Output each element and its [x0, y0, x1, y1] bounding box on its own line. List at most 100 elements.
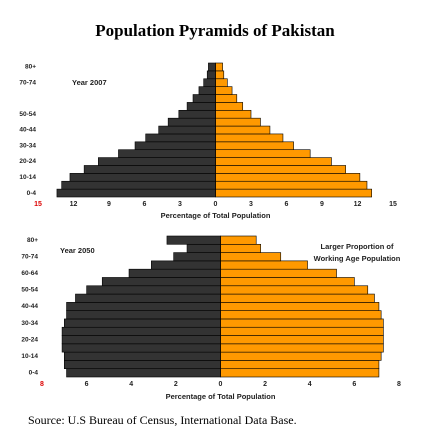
y-tick-label: 50-54: [21, 287, 38, 294]
y-tick-label: 80+: [27, 237, 38, 244]
x-tick-label: 8: [397, 381, 401, 388]
bar: [151, 260, 221, 270]
x-tick-label: 9: [107, 201, 111, 208]
bar: [215, 62, 223, 72]
y-tick-label: 30-34: [19, 142, 36, 149]
x-tick-label: 2: [263, 381, 267, 388]
bar: [215, 94, 238, 103]
bar: [186, 243, 221, 253]
bar: [134, 141, 216, 151]
bar: [66, 302, 221, 311]
bar: [220, 293, 375, 303]
y-tick-label: 60-64: [21, 270, 38, 277]
bar: [220, 285, 369, 295]
bar: [220, 318, 384, 328]
bar: [215, 86, 233, 95]
bar: [61, 326, 221, 336]
y-tick-label: 10-14: [19, 174, 36, 181]
x-axis-label: Percentage of Total Population: [166, 392, 276, 401]
bar: [86, 285, 221, 295]
x-tick-label: 3: [178, 201, 182, 208]
x-tick-label: 0: [214, 201, 218, 208]
bar: [203, 78, 216, 87]
year-label: Year 2050: [60, 246, 95, 255]
bar: [145, 133, 216, 143]
y-tick-label: 30-34: [21, 320, 38, 327]
bar: [215, 117, 261, 127]
bar: [208, 62, 216, 72]
bar: [220, 343, 384, 353]
bar: [215, 157, 332, 166]
bar: [192, 94, 216, 103]
bar: [66, 310, 221, 320]
bar: [220, 260, 308, 270]
bar: [206, 70, 216, 80]
bar: [215, 102, 244, 111]
x-tick-label: 8: [40, 381, 44, 388]
bar: [64, 351, 221, 361]
x-axis-label: Percentage of Total Population: [161, 211, 271, 220]
bar: [215, 188, 372, 198]
page-title: Population Pyramids of Pakistan: [95, 21, 335, 40]
bar: [215, 133, 284, 143]
x-tick-label: 6: [352, 381, 356, 388]
y-tick-label: 20-24: [19, 158, 36, 165]
bar: [220, 268, 337, 278]
bar: [64, 360, 221, 370]
bar: [215, 141, 294, 151]
bar: [118, 149, 216, 158]
y-tick-label: 70-74: [21, 253, 38, 260]
bar: [173, 252, 221, 262]
year-label: Year 2007: [72, 78, 107, 87]
bar: [220, 335, 384, 345]
bar: [220, 243, 261, 253]
bar: [178, 109, 216, 119]
bar: [66, 368, 221, 378]
x-tick-label: 12: [354, 201, 362, 208]
bar: [98, 157, 216, 166]
bar: [220, 252, 282, 262]
bar: [215, 109, 252, 119]
x-tick-label: 0: [219, 381, 223, 388]
bar: [61, 343, 221, 353]
bar: [215, 165, 346, 174]
y-tick-label: 0-4: [27, 190, 37, 197]
y-tick-label: 0-4: [29, 370, 39, 377]
bar: [220, 360, 380, 370]
bar: [61, 180, 216, 190]
bar: [186, 102, 216, 111]
x-tick-label: 6: [285, 201, 289, 208]
bar: [215, 70, 225, 80]
bar: [61, 335, 221, 345]
x-tick-label: 2: [174, 381, 178, 388]
bar: [220, 351, 382, 361]
bar: [220, 326, 384, 336]
bar: [220, 310, 382, 320]
x-tick-label: 9: [320, 201, 324, 208]
x-tick-label: 6: [85, 381, 89, 388]
bar: [128, 268, 221, 278]
x-tick-label: 15: [34, 201, 42, 208]
y-tick-label: 80+: [25, 64, 36, 71]
bar: [83, 165, 216, 174]
bar: [215, 180, 368, 190]
y-tick-label: 40-44: [21, 303, 38, 310]
x-tick-label: 15: [389, 201, 397, 208]
bar: [220, 302, 380, 311]
annotation: Larger Proportion of: [321, 242, 394, 251]
bar: [215, 173, 361, 182]
bar: [56, 188, 216, 198]
bar: [64, 318, 221, 328]
bar: [220, 368, 380, 378]
bar: [69, 173, 216, 182]
bar: [198, 86, 216, 95]
bar: [215, 78, 228, 87]
bar: [166, 235, 221, 245]
bar: [101, 277, 221, 287]
x-tick-label: 4: [308, 381, 312, 388]
x-tick-label: 6: [143, 201, 147, 208]
x-tick-label: 4: [129, 381, 133, 388]
x-tick-label: 3: [249, 201, 253, 208]
source-note: Source: U.S Bureau of Census, Internatio…: [28, 413, 297, 427]
